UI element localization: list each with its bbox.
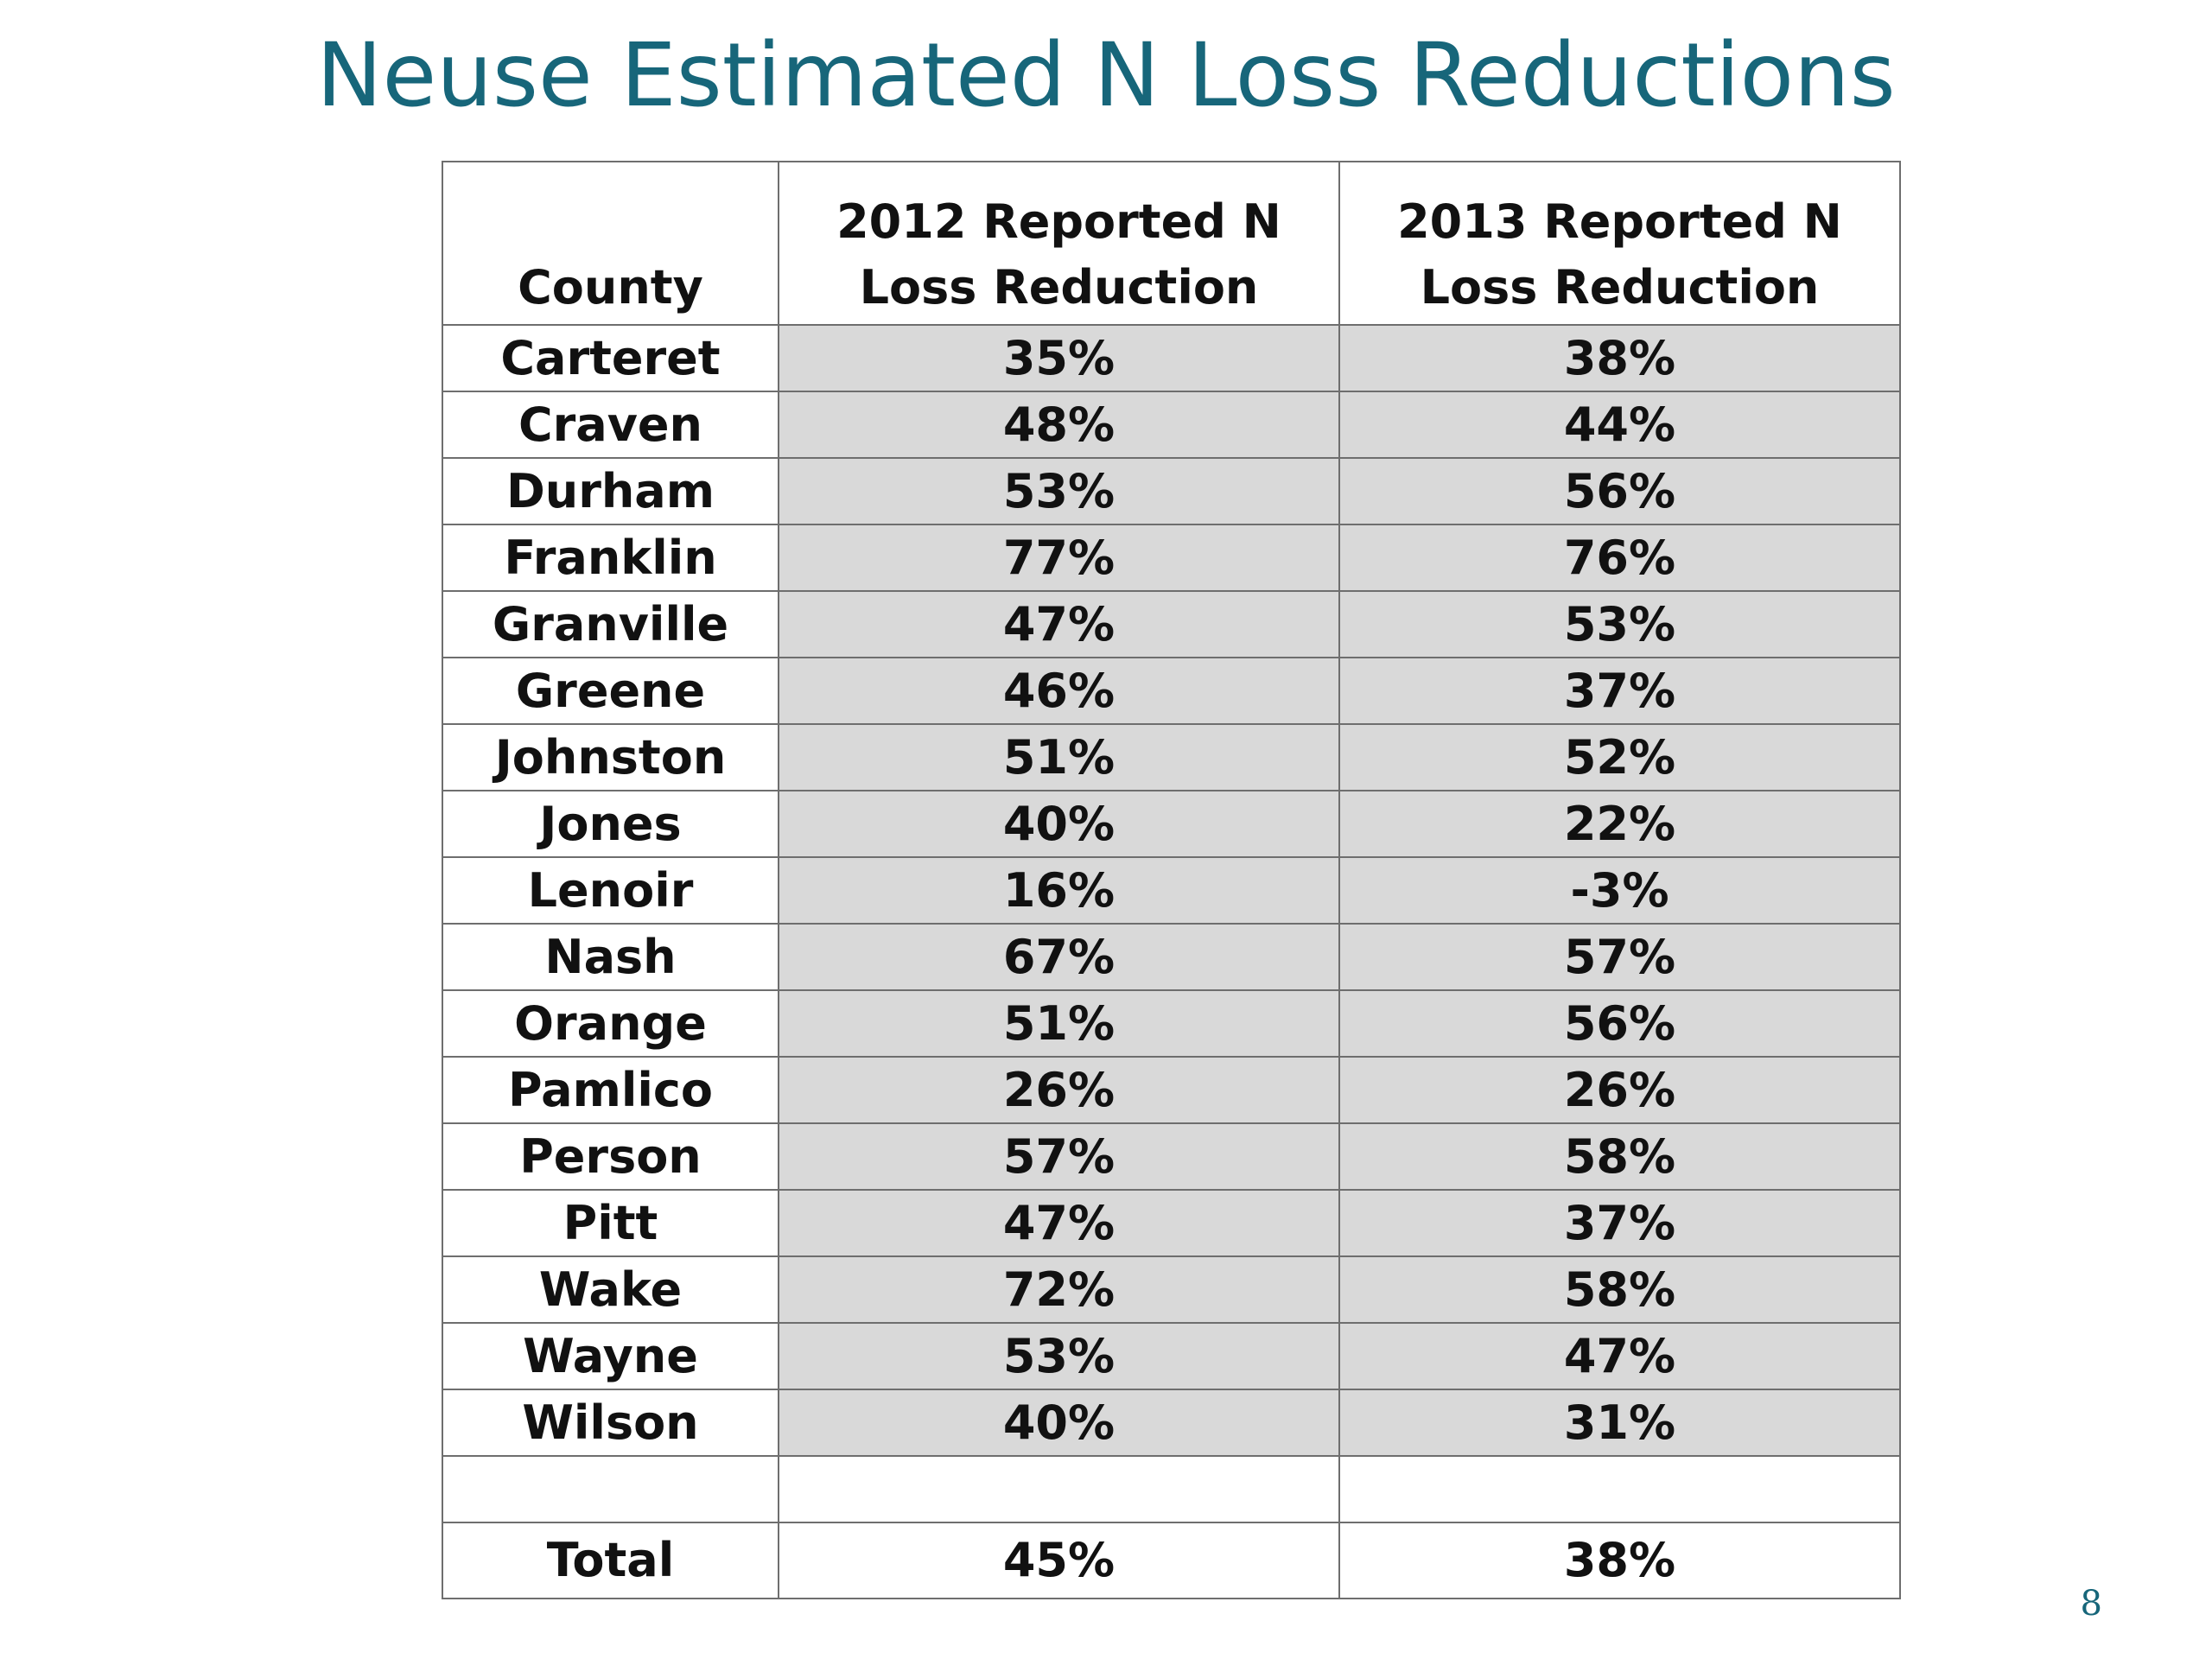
county-cell: Carteret [442, 324, 779, 392]
county-cell: Durham [442, 457, 779, 525]
reduction-2013-cell: 53% [1338, 590, 1901, 658]
table-row: Durham 53% 56% [442, 457, 1901, 525]
header-2013: 2013 Reported N Loss Reduction [1338, 161, 1901, 326]
reduction-2013-cell: 52% [1338, 723, 1901, 791]
table-row: Lenoir 16% -3% [442, 856, 1901, 925]
table-row: Craven 48% 44% [442, 391, 1901, 459]
reduction-2012-cell: 67% [778, 923, 1340, 991]
table-row: Wake 72% 58% [442, 1255, 1901, 1324]
county-cell: Greene [442, 657, 779, 725]
county-cell: Johnston [442, 723, 779, 791]
county-cell: Wake [442, 1255, 779, 1324]
reduction-2012-cell: 51% [778, 989, 1340, 1058]
county-cell: Orange [442, 989, 779, 1058]
county-cell: Craven [442, 391, 779, 459]
total-2013-cell: 38% [1338, 1522, 1901, 1599]
reduction-2012-cell: 53% [778, 1322, 1340, 1390]
table-row: Franklin 77% 76% [442, 524, 1901, 592]
reduction-2012-cell: 72% [778, 1255, 1340, 1324]
reduction-2013-cell: 44% [1338, 391, 1901, 459]
reduction-2012-cell: 53% [778, 457, 1340, 525]
reduction-2012-cell: 77% [778, 524, 1340, 592]
county-cell: Nash [442, 923, 779, 991]
table-row: Orange 51% 56% [442, 989, 1901, 1058]
reduction-2012-cell: 46% [778, 657, 1340, 725]
header-2012-label: 2012 Reported N Loss Reduction [836, 194, 1281, 315]
table-body: Carteret 35% 38% Craven 48% 44% Durham 53% 56% Fr… [442, 324, 1901, 1599]
county-cell: Lenoir [442, 856, 779, 925]
county-cell: Pamlico [442, 1056, 779, 1124]
county-cell: Wilson [442, 1389, 779, 1457]
reduction-table-container: County 2012 Reported N Loss Reduction 20… [442, 161, 1901, 1599]
reduction-2012-cell: 40% [778, 790, 1340, 858]
reduction-2013-cell: 37% [1338, 657, 1901, 725]
county-cell: Person [442, 1122, 779, 1191]
county-cell: Jones [442, 790, 779, 858]
reduction-2013-cell: 58% [1338, 1122, 1901, 1191]
reduction-2012-cell: 47% [778, 1189, 1340, 1257]
reduction-2013-cell: 76% [1338, 524, 1901, 592]
county-cell: Pitt [442, 1189, 779, 1257]
blank-cell [1338, 1455, 1901, 1523]
table-row: Pamlico 26% 26% [442, 1056, 1901, 1124]
reduction-2013-cell: 31% [1338, 1389, 1901, 1457]
county-cell: Franklin [442, 524, 779, 592]
reduction-2013-cell: 56% [1338, 989, 1901, 1058]
table-row: Granville 47% 53% [442, 590, 1901, 658]
reduction-2013-cell: 37% [1338, 1189, 1901, 1257]
total-2012-cell: 45% [778, 1522, 1340, 1599]
table-row: Jones 40% 22% [442, 790, 1901, 858]
table-row: Nash 67% 57% [442, 923, 1901, 991]
reduction-2012-cell: 26% [778, 1056, 1340, 1124]
reduction-2013-cell: 56% [1338, 457, 1901, 525]
table-header-row: County 2012 Reported N Loss Reduction 20… [442, 161, 1901, 326]
table-row: Person 57% 58% [442, 1122, 1901, 1191]
county-cell: Granville [442, 590, 779, 658]
table-row: Greene 46% 37% [442, 657, 1901, 725]
header-county: County [442, 161, 779, 326]
reduction-2012-cell: 57% [778, 1122, 1340, 1191]
reduction-2012-cell: 40% [778, 1389, 1340, 1457]
header-2013-label: 2013 Reported N Loss Reduction [1397, 194, 1842, 315]
slide-title: Neuse Estimated N Loss Reductions [316, 24, 1896, 127]
table-row: Wayne 53% 47% [442, 1322, 1901, 1390]
blank-row [442, 1455, 1901, 1523]
county-cell: Wayne [442, 1322, 779, 1390]
total-row: Total 45% 38% [442, 1522, 1901, 1599]
total-label-cell: Total [442, 1522, 779, 1599]
table-row: Carteret 35% 38% [442, 324, 1901, 392]
reduction-2013-cell: 58% [1338, 1255, 1901, 1324]
table-row: Johnston 51% 52% [442, 723, 1901, 791]
table-row: Pitt 47% 37% [442, 1189, 1901, 1257]
reduction-2013-cell: 38% [1338, 324, 1901, 392]
blank-cell [778, 1455, 1340, 1523]
blank-cell [442, 1455, 779, 1523]
table-row: Wilson 40% 31% [442, 1389, 1901, 1457]
reduction-2012-cell: 35% [778, 324, 1340, 392]
reduction-2013-cell: 26% [1338, 1056, 1901, 1124]
reduction-2012-cell: 51% [778, 723, 1340, 791]
reduction-table: County 2012 Reported N Loss Reduction 20… [442, 161, 1901, 1599]
header-2012: 2012 Reported N Loss Reduction [778, 161, 1340, 326]
reduction-2012-cell: 47% [778, 590, 1340, 658]
reduction-2013-cell: -3% [1338, 856, 1901, 925]
page-number: 8 [2080, 1584, 2102, 1624]
reduction-2013-cell: 57% [1338, 923, 1901, 991]
reduction-2012-cell: 48% [778, 391, 1340, 459]
reduction-2012-cell: 16% [778, 856, 1340, 925]
reduction-2013-cell: 47% [1338, 1322, 1901, 1390]
reduction-2013-cell: 22% [1338, 790, 1901, 858]
